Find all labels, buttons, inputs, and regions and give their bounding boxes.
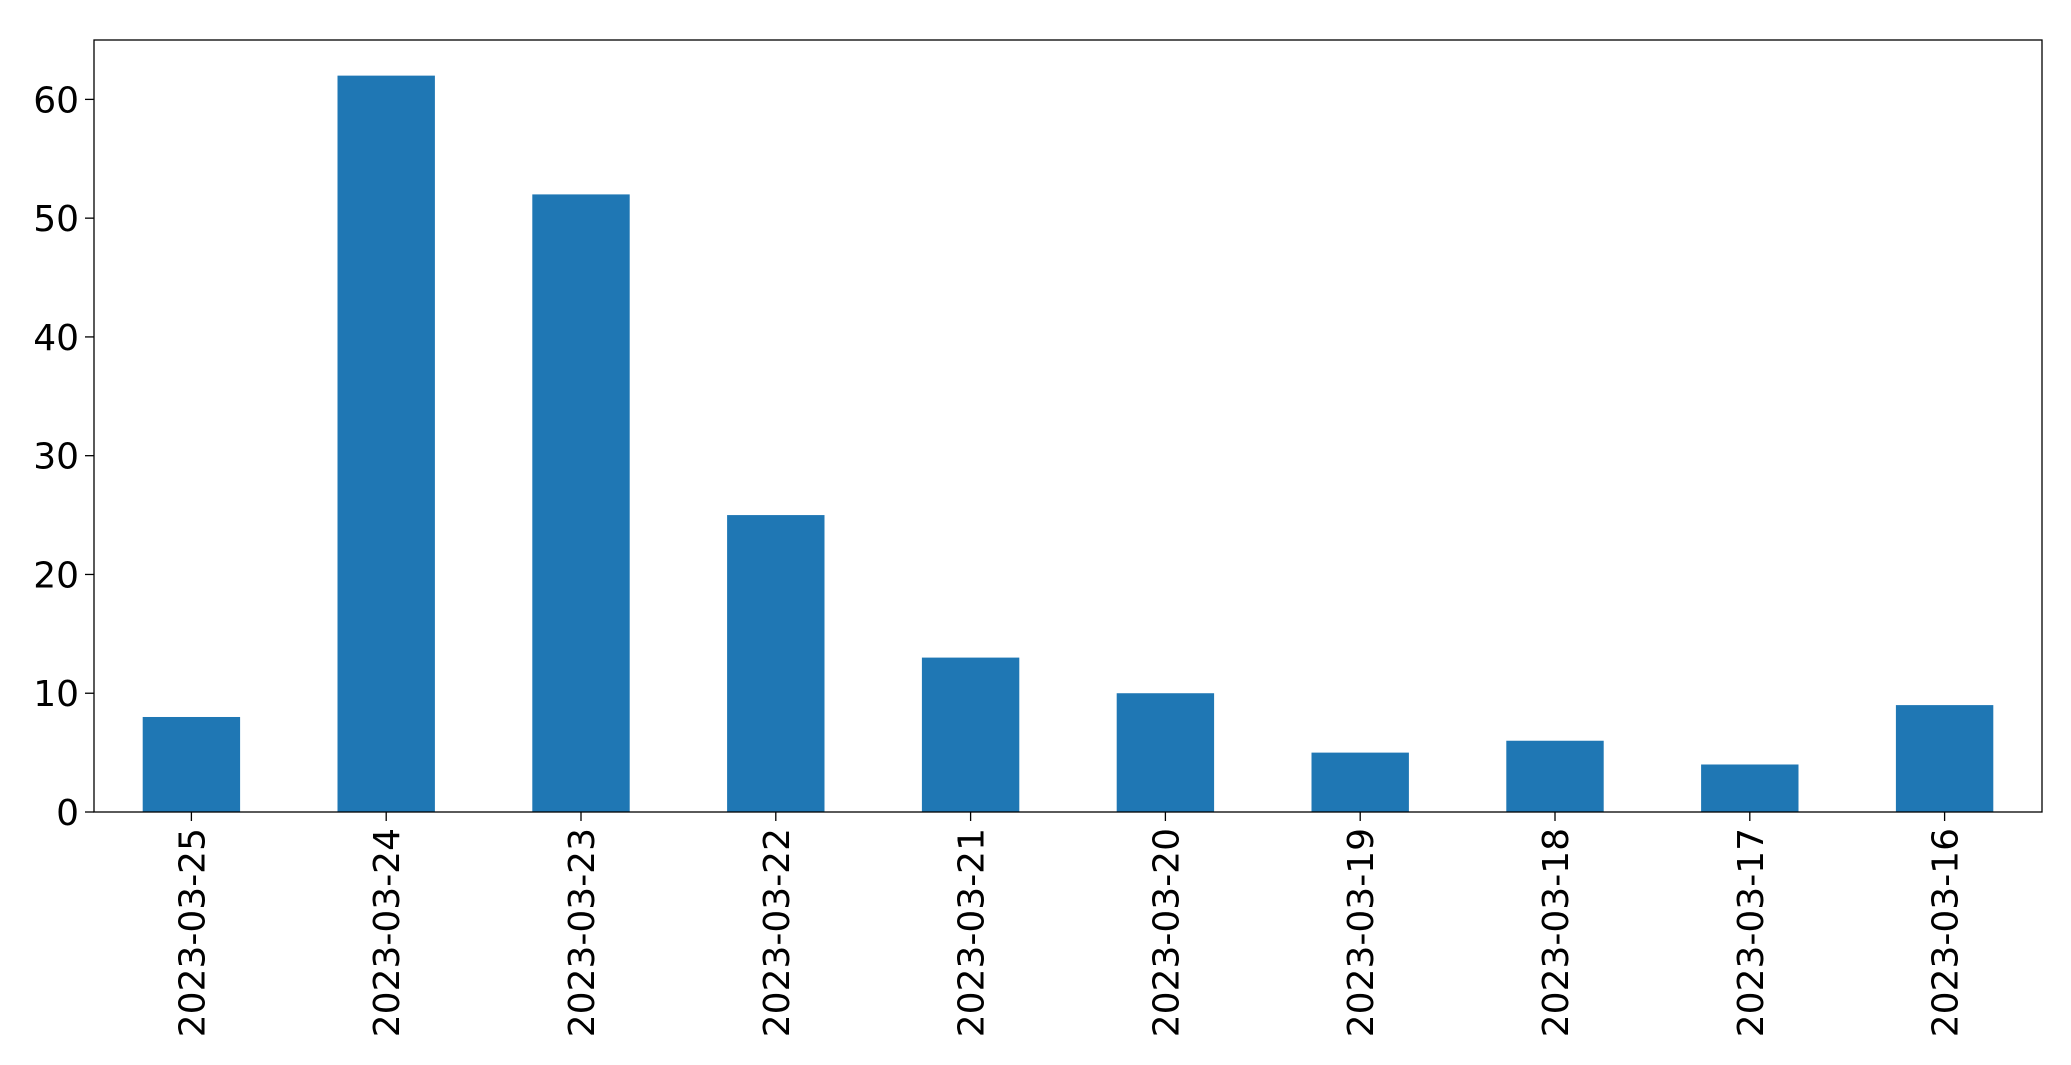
y-tick-label: 20: [33, 555, 79, 596]
bar: [1506, 740, 1604, 812]
y-tick-label: 40: [33, 318, 79, 359]
x-tick-label: 2023-03-21: [952, 828, 993, 1037]
bar: [532, 194, 630, 812]
bar: [337, 75, 435, 813]
y-tick-label: 0: [56, 793, 79, 834]
x-tick-label: 2023-03-25: [172, 828, 213, 1037]
bar: [1701, 764, 1799, 812]
x-tick-label: 2023-03-19: [1341, 828, 1382, 1037]
y-tick-label: 10: [33, 674, 79, 715]
y-tick-label: 30: [33, 437, 79, 478]
x-tick-label: 2023-03-20: [1146, 828, 1187, 1037]
bar: [1895, 705, 1994, 812]
x-tick-label: 2023-03-22: [757, 828, 798, 1037]
bar: [142, 716, 241, 812]
bar: [727, 515, 825, 812]
x-tick-label: 2023-03-17: [1731, 828, 1772, 1037]
x-tick-label: 2023-03-24: [367, 828, 408, 1037]
x-tick-label: 2023-03-16: [1926, 828, 1967, 1037]
x-tick-label: 2023-03-23: [562, 828, 603, 1037]
y-tick-label: 60: [33, 80, 79, 121]
y-tick-label: 50: [33, 199, 79, 240]
bar: [1311, 752, 1409, 812]
plot-frame: [93, 39, 2043, 813]
x-tick-label: 2023-03-18: [1536, 828, 1577, 1037]
bar: [1116, 693, 1215, 812]
bar: [921, 657, 1020, 812]
